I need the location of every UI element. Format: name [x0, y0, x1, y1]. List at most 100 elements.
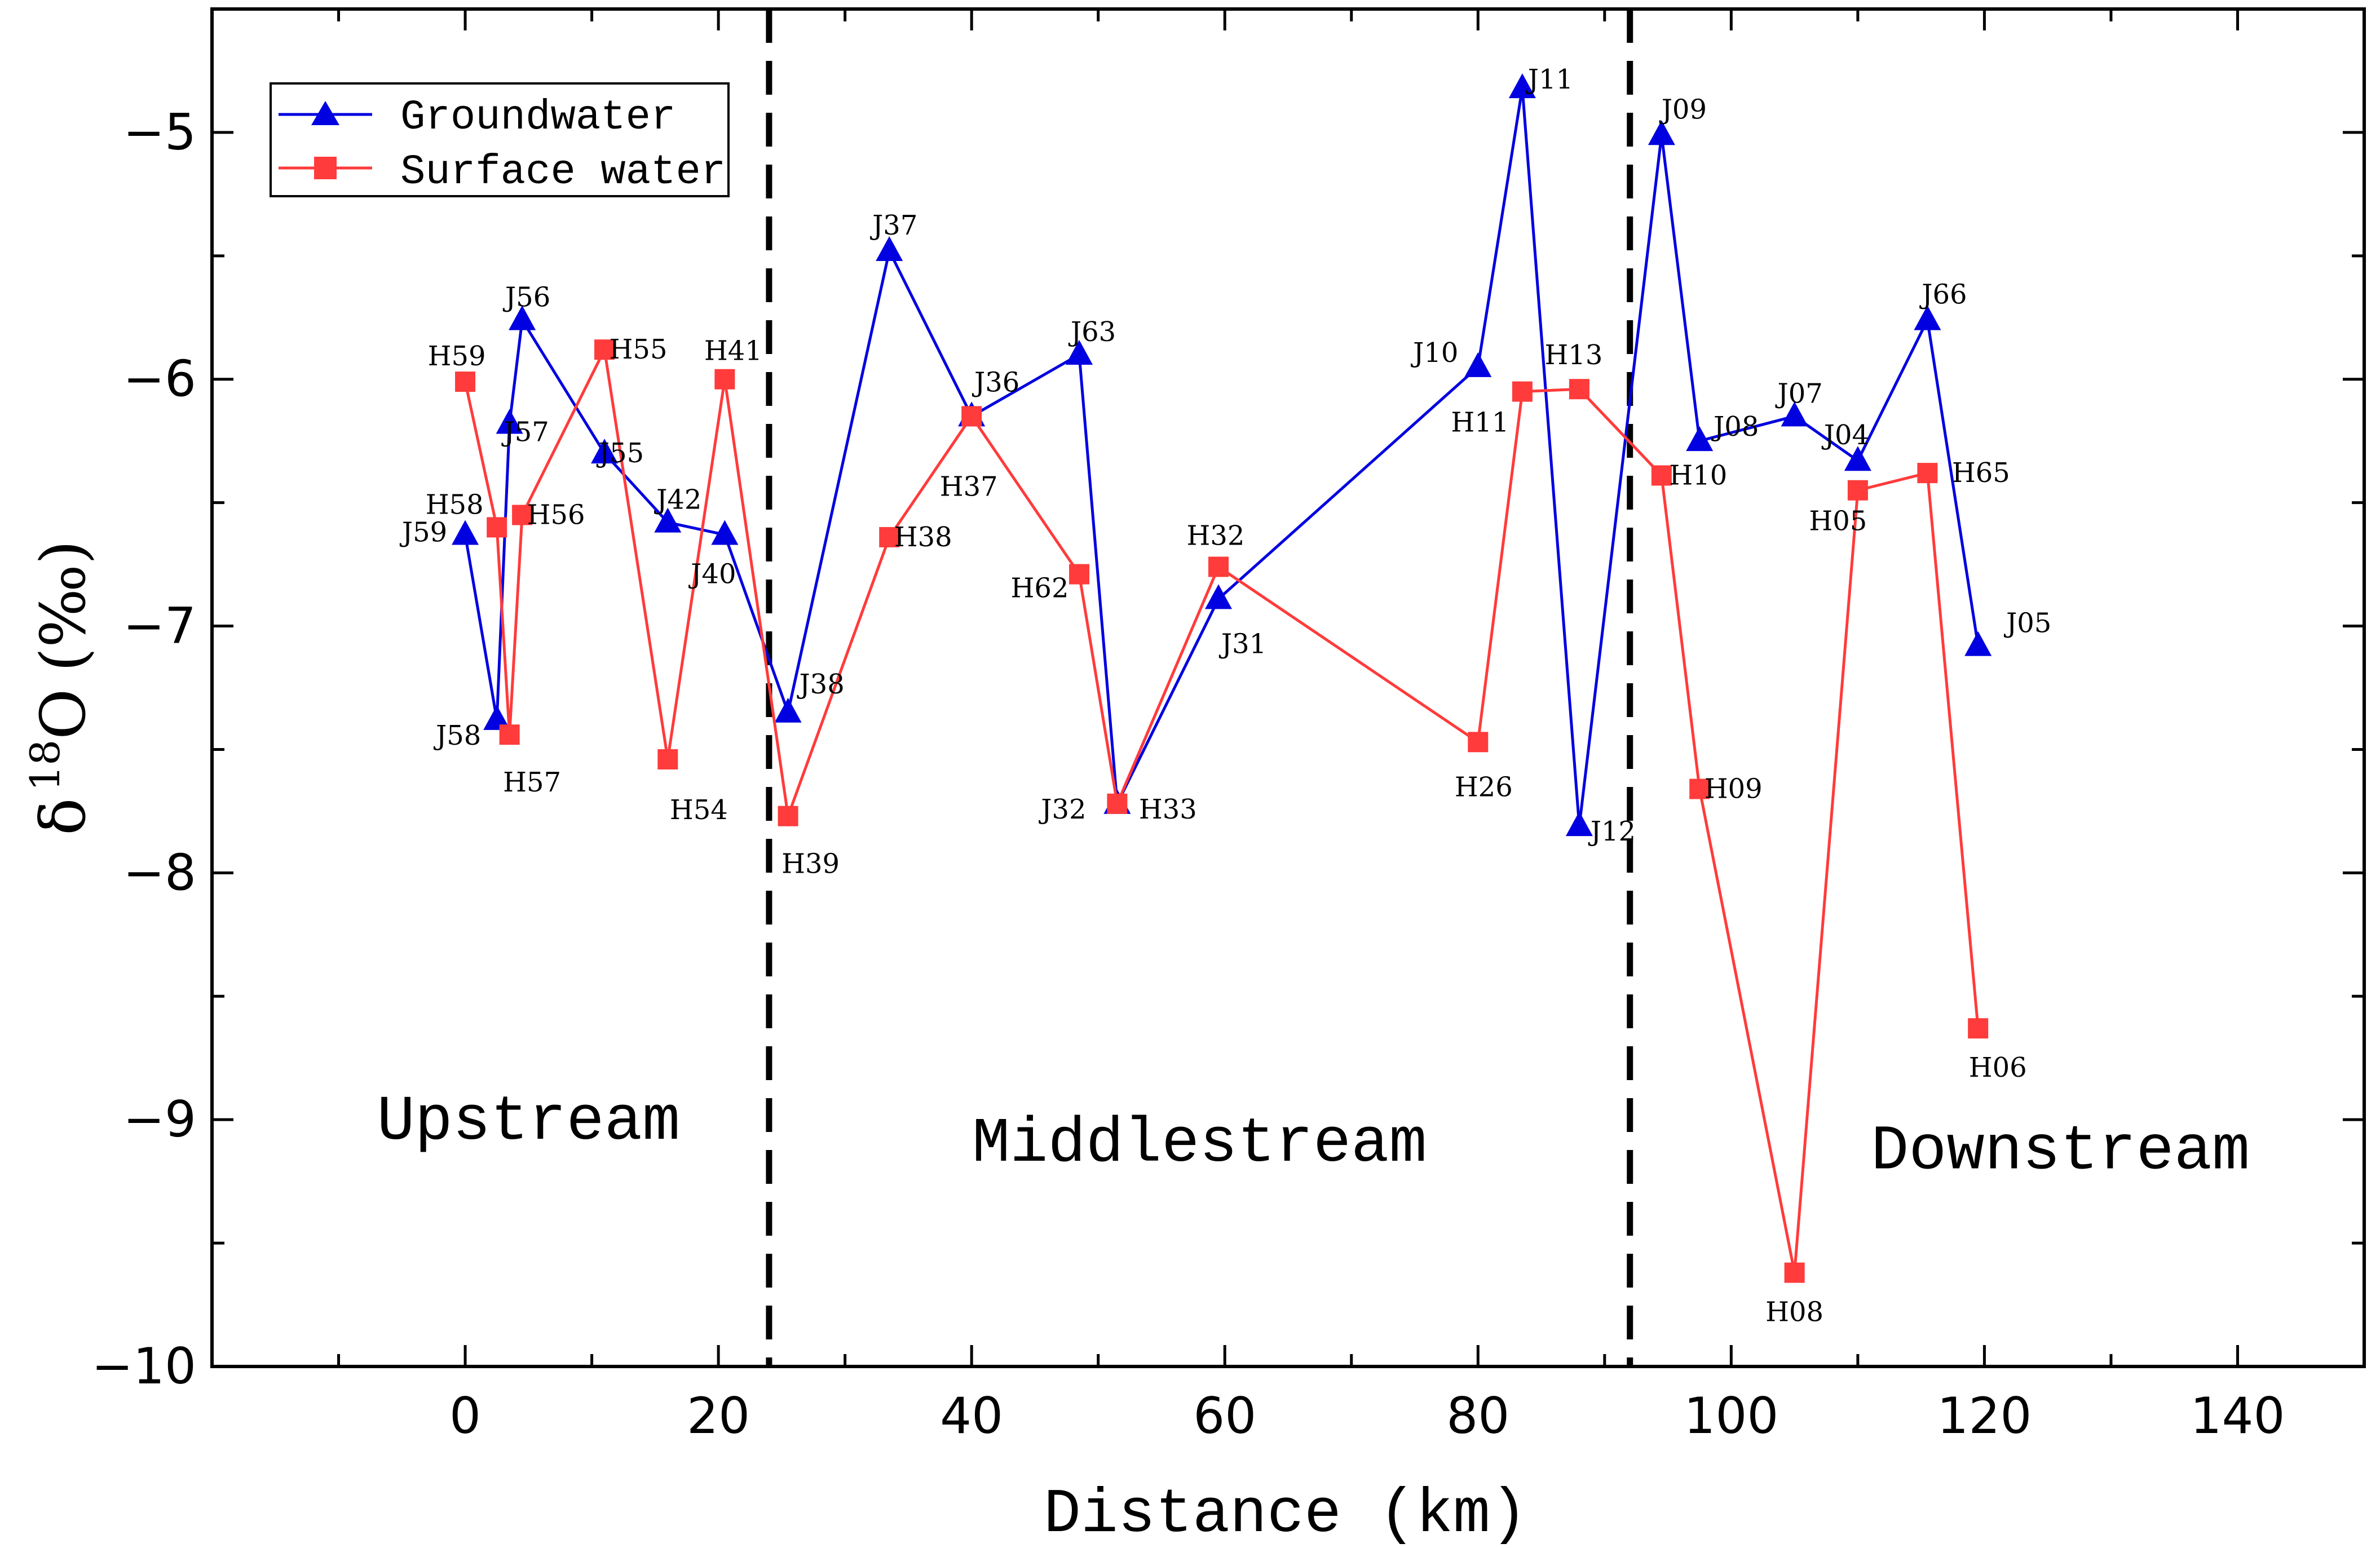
- point-label: J07: [1774, 378, 1822, 409]
- groundwater-point: [654, 507, 682, 533]
- point-label: H33: [1139, 794, 1197, 825]
- point-label: J58: [433, 720, 481, 751]
- legend: Groundwater Surface water: [270, 82, 730, 197]
- point-label: J32: [1038, 794, 1086, 825]
- point-label: J57: [501, 417, 549, 448]
- surface-water-point: [714, 369, 735, 390]
- surface-water-point: [1968, 1018, 1989, 1039]
- groundwater-point: [1844, 446, 1871, 471]
- surface-water-point: [1208, 556, 1229, 577]
- surface-water-point: [1689, 779, 1710, 799]
- point-label: J37: [869, 210, 917, 241]
- x-tick-label: 40: [940, 1387, 1003, 1445]
- groundwater-point: [774, 697, 802, 723]
- y-tick-label: −8: [123, 843, 196, 901]
- surface-water-point: [455, 371, 476, 392]
- point-label: J40: [688, 559, 736, 590]
- point-label: H13: [1544, 339, 1602, 371]
- legend-groundwater-marker: [311, 101, 339, 125]
- y-axis-title: δ 18O (‰): [21, 540, 99, 835]
- point-label: J38: [796, 669, 844, 700]
- groundwater-point: [452, 520, 479, 545]
- x-tick-label: 140: [2190, 1387, 2285, 1445]
- region-label: Downstream: [1871, 1116, 2250, 1187]
- groundwater-point: [711, 520, 739, 545]
- surface-water-point: [1917, 463, 1938, 484]
- plot-frame: [210, 7, 2366, 1368]
- groundwater-point: [1686, 426, 1714, 452]
- point-label: H57: [503, 767, 561, 798]
- point-label: H56: [527, 499, 585, 531]
- point-label: H39: [781, 848, 840, 880]
- point-label: J55: [596, 437, 644, 469]
- groundwater-line: [463, 86, 1980, 828]
- x-tick-label: 20: [687, 1387, 750, 1445]
- groundwater-point: [509, 305, 536, 330]
- point-label: J10: [1410, 337, 1458, 369]
- point-label: H38: [894, 521, 952, 553]
- point-label: J36: [972, 366, 1019, 398]
- point-label: H65: [1952, 457, 2010, 489]
- point-label: J66: [1919, 279, 1967, 311]
- groundwater-point: [1508, 73, 1536, 99]
- point-label: J59: [399, 517, 447, 549]
- point-label: H62: [1011, 573, 1069, 604]
- x-tick-label: 80: [1446, 1387, 1509, 1445]
- point-label: J11: [1525, 64, 1573, 95]
- surface-water-point: [778, 806, 798, 826]
- surface-water-point: [1069, 564, 1090, 585]
- point-label: J09: [1659, 94, 1707, 125]
- groundwater-point: [1914, 305, 1941, 330]
- surface-water-point: [657, 749, 678, 769]
- point-label: H58: [426, 489, 484, 520]
- surface-water-point: [499, 724, 520, 745]
- point-label: H10: [1669, 459, 1727, 491]
- point-label: J31: [1218, 628, 1266, 660]
- surface-water-point: [1512, 381, 1533, 402]
- surface-water-line: [463, 348, 1980, 1275]
- point-label: J12: [1588, 816, 1636, 847]
- surface-water-point: [1784, 1262, 1805, 1283]
- point-label: J05: [2003, 608, 2051, 639]
- point-label: H54: [670, 794, 728, 826]
- groundwater-point: [876, 236, 903, 262]
- surface-water-point: [879, 527, 900, 547]
- surface-water-point: [1651, 465, 1672, 486]
- surface-water-point: [961, 406, 982, 427]
- groundwater-point: [483, 705, 511, 730]
- x-tick-label: 100: [1684, 1387, 1778, 1445]
- groundwater-point: [1464, 352, 1492, 377]
- point-label: J08: [1711, 411, 1759, 443]
- y-tick-label: −7: [123, 597, 196, 655]
- y-tick-label: −5: [123, 103, 196, 161]
- groundwater-point: [1565, 811, 1593, 837]
- point-label: H06: [1969, 1052, 2027, 1083]
- surface-water-point: [594, 339, 615, 360]
- groundwater-point: [1205, 584, 1233, 609]
- point-label: H55: [610, 334, 668, 365]
- point-label: J56: [502, 282, 550, 313]
- y-tick-label: −9: [123, 1090, 196, 1148]
- y-axis-title-element: O: [27, 689, 99, 740]
- point-label: H59: [428, 340, 486, 372]
- point-label: H37: [940, 471, 998, 502]
- x-tick-label: 60: [1193, 1387, 1256, 1445]
- point-label: H26: [1455, 771, 1513, 803]
- legend-surface-marker: [314, 157, 337, 179]
- surface-water-point: [512, 505, 533, 525]
- y-axis-title-mass: 18: [21, 740, 69, 791]
- point-label: H32: [1187, 520, 1245, 551]
- groundwater-point: [1781, 401, 1808, 427]
- surface-water-point: [1847, 480, 1868, 501]
- point-label: J04: [1821, 419, 1869, 451]
- legend-box: [270, 82, 730, 197]
- point-label: H41: [704, 335, 762, 367]
- point-label: H11: [1451, 407, 1509, 439]
- point-label: H05: [1809, 506, 1867, 537]
- y-tick-label: −10: [91, 1337, 196, 1395]
- y-axis-title-unit: (‰): [27, 540, 99, 671]
- groundwater-point: [1648, 120, 1675, 145]
- y-axis-title-delta: δ: [27, 798, 99, 835]
- point-label: J63: [1068, 316, 1116, 348]
- point-label: H08: [1765, 1297, 1823, 1328]
